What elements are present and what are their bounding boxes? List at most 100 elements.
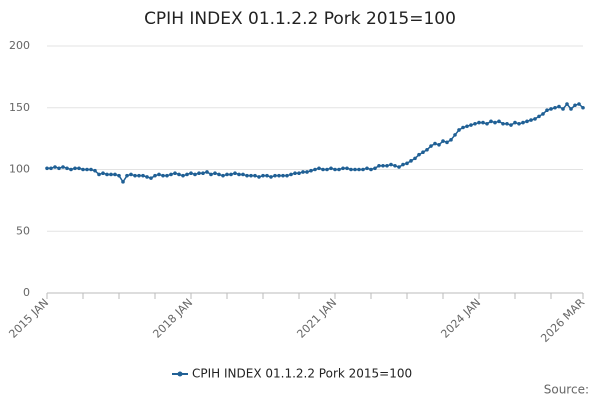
- point: [105, 172, 109, 177]
- point: [517, 122, 521, 126]
- y-tick-label: 0: [23, 286, 30, 299]
- point: [201, 171, 205, 176]
- point: [577, 102, 581, 106]
- point: [373, 166, 377, 171]
- point: [353, 167, 357, 172]
- point: [489, 119, 493, 124]
- point: [501, 122, 505, 126]
- point: [413, 156, 417, 161]
- point: [53, 165, 57, 169]
- point: [509, 123, 513, 127]
- point: [533, 117, 537, 121]
- point: [145, 175, 149, 179]
- point: [169, 172, 173, 177]
- point: [81, 167, 85, 172]
- point: [421, 150, 425, 155]
- point: [149, 176, 153, 180]
- point: [49, 166, 53, 171]
- point: [61, 165, 65, 169]
- point: [277, 173, 281, 178]
- point: [425, 147, 429, 152]
- point: [205, 170, 209, 174]
- point: [377, 163, 381, 168]
- point: [573, 103, 577, 108]
- point: [157, 172, 161, 177]
- point: [449, 138, 453, 142]
- point: [237, 172, 241, 177]
- point: [265, 173, 269, 178]
- y-tick-label: 50: [16, 224, 30, 237]
- chart-title: CPIH INDEX 01.1.2.2 Pork 2015=100: [144, 9, 456, 29]
- point: [313, 167, 317, 172]
- point: [581, 105, 585, 110]
- point: [209, 172, 213, 177]
- point: [397, 165, 401, 169]
- point: [457, 128, 461, 132]
- point: [173, 171, 177, 176]
- x-tick-label: 2015 JAN: [6, 296, 51, 341]
- x-tick-label: 2021 JAN: [294, 296, 339, 341]
- point: [309, 168, 313, 173]
- point: [357, 167, 361, 172]
- point: [233, 171, 237, 176]
- point: [189, 171, 193, 176]
- y-tick-label: 200: [9, 39, 30, 52]
- point: [101, 171, 105, 176]
- point: [69, 167, 73, 172]
- point: [493, 120, 497, 125]
- point: [545, 108, 549, 113]
- point: [93, 168, 97, 173]
- point: [437, 143, 441, 147]
- legend-label[interactable]: CPIH INDEX 01.1.2.2 Pork 2015=100: [192, 367, 412, 381]
- point: [341, 166, 345, 171]
- point: [273, 173, 277, 178]
- point: [497, 119, 501, 124]
- point: [361, 167, 365, 172]
- point: [317, 166, 321, 171]
- point: [249, 173, 253, 178]
- point: [557, 104, 561, 109]
- point: [453, 133, 457, 137]
- point: [513, 120, 517, 125]
- point: [245, 173, 249, 178]
- x-tick-label: 2024 JAN: [438, 296, 483, 341]
- point: [161, 173, 165, 178]
- point: [337, 167, 341, 172]
- point: [417, 152, 421, 157]
- point: [177, 172, 181, 177]
- point: [197, 171, 201, 176]
- point: [385, 163, 389, 168]
- point: [185, 172, 189, 177]
- point: [261, 173, 265, 178]
- x-tick-label: 2026 MAR: [538, 296, 587, 345]
- point: [465, 124, 469, 129]
- point: [45, 166, 49, 171]
- point: [217, 172, 221, 177]
- point: [381, 163, 385, 168]
- point: [97, 172, 101, 177]
- point: [461, 125, 465, 130]
- point: [77, 166, 81, 171]
- point: [537, 114, 541, 119]
- point: [565, 102, 569, 106]
- point: [569, 107, 573, 111]
- point: [389, 162, 393, 167]
- point: [469, 123, 473, 127]
- point: [321, 167, 325, 172]
- point: [365, 166, 369, 171]
- point: [445, 140, 449, 145]
- point: [89, 167, 93, 172]
- point: [289, 172, 293, 177]
- point: [405, 161, 409, 166]
- source: Source:: [544, 383, 589, 397]
- point: [113, 172, 117, 177]
- point: [333, 167, 337, 172]
- point: [541, 112, 545, 116]
- legend-marker: [177, 371, 183, 377]
- point: [153, 173, 157, 178]
- point: [505, 122, 509, 126]
- point: [125, 173, 129, 178]
- point: [165, 173, 169, 178]
- point: [485, 122, 489, 126]
- point: [229, 172, 233, 177]
